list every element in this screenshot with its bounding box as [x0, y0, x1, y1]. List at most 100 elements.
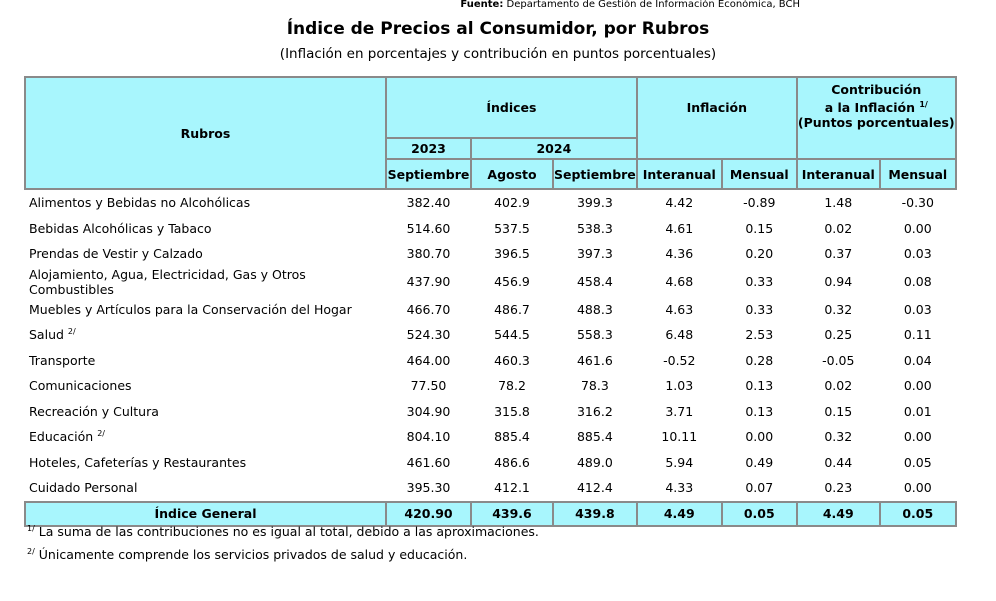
table-row: Comunicaciones 77.50 78.2 78.3 1.03 0.13 0.02 0…: [25, 373, 956, 399]
cell-contribucion-interanual: 0.32: [824, 301, 853, 317]
cell-rubro: Alimentos y Bebidas no Alcohólicas: [25, 189, 386, 216]
cell-contribucion-interanual: 0.02: [824, 378, 853, 394]
cell-inflacion-mensual: 0.33: [745, 274, 774, 289]
cell-contribucion-interanual: 1.48: [824, 195, 853, 211]
cell-rubro: Recreación y Cultura: [25, 399, 386, 425]
cell-inflacion-mensual: 0.00: [745, 429, 774, 445]
cell-rubro: Muebles y Artículos para la Conservación…: [25, 297, 386, 323]
header-agosto-2024: Agosto: [470, 158, 554, 190]
table-row: Educación 2/804.10 885.4 885.4 10.11 0.00 0.3…: [25, 424, 956, 450]
header-septiembre-2023: Septiembre: [385, 158, 472, 190]
cell-rubro: Salud 2/: [25, 322, 386, 348]
cell-sep-2023: 466.70: [406, 301, 451, 317]
cell-rubro: Educación 2/: [25, 424, 386, 450]
cell-inflacion-mensual: 0.13: [745, 403, 774, 419]
cell-inflacion-interanual: 4.36: [665, 246, 694, 262]
rubro-label: Bebidas Alcohólicas y Tabaco: [29, 220, 212, 236]
cell-sep-2023: 380.70: [406, 246, 451, 262]
cell-sep-2023: 304.90: [406, 403, 451, 419]
cell-sep-2023: 420.90: [385, 500, 472, 527]
table-row: Transporte 464.00 460.3 461.6 -0.52 0.28 -0.05…: [25, 348, 956, 374]
cell-sep-2024: 78.3: [580, 378, 609, 394]
header-inflacion-interanual: Interanual: [635, 158, 723, 190]
cell-contribucion-mensual: 0.04: [903, 352, 932, 368]
cell-contribucion-mensual: 0.00: [903, 220, 932, 236]
header-contribucion-line1: Contribución: [831, 82, 922, 97]
cell-sep-2024: 412.4: [576, 480, 613, 496]
cell-sep-2024: 439.8: [552, 500, 638, 527]
cell-inflacion-mensual: 0.28: [745, 352, 774, 368]
cell-inflacion-mensual: 0.49: [745, 454, 774, 470]
cell-contribucion-interanual: 0.25: [824, 327, 853, 343]
table-row: Hoteles, Cafeterías y Restaurantes 461.60…: [25, 450, 956, 476]
rubro-label: Hoteles, Cafeterías y Restaurantes: [29, 454, 247, 470]
footnote-ref: 2/: [97, 429, 105, 439]
rubro-label: Cuidado Personal: [29, 480, 138, 496]
cell-contribucion-mensual: 0.05: [878, 500, 957, 527]
cell-rubro: Índice General: [24, 500, 387, 527]
cell-ago-2024: 78.2: [498, 378, 526, 394]
header-year-2023: 2023: [385, 137, 472, 160]
source-text: Departamento de Gestión de Información E…: [506, 0, 800, 10]
cell-ago-2024: 486.6: [494, 454, 530, 470]
table-row: Alimentos y Bebidas no Alcohólicas 382.40…: [25, 189, 956, 216]
header-contribucion: Contribución a la Inflación 1/ (Puntos p…: [795, 76, 957, 160]
table-row: Alojamiento, Agua, Electricidad, Gas y O…: [25, 267, 956, 297]
header-year-2024: 2024: [470, 137, 638, 160]
cell-contribucion-mensual: 0.00: [903, 378, 932, 394]
cell-sep-2023: 524.30: [406, 327, 451, 343]
cell-ago-2024: 885.4: [494, 429, 530, 445]
cell-sep-2024: 885.4: [576, 429, 613, 445]
cell-inflacion-interanual: 4.68: [665, 274, 694, 289]
header-inflacion-mensual: Mensual: [720, 158, 798, 190]
cell-inflacion-mensual: 0.05: [720, 500, 798, 527]
cell-rubro: Bebidas Alcohólicas y Tabaco: [25, 216, 386, 242]
cell-sep-2024: 488.3: [576, 301, 613, 317]
cell-sep-2023: 514.60: [406, 220, 451, 236]
cell-inflacion-mensual: 2.53: [745, 327, 774, 343]
cell-contribucion-interanual: 0.44: [824, 454, 853, 470]
footnote-mark: 1/: [27, 524, 35, 533]
cell-contribucion-interanual: 0.15: [824, 403, 853, 419]
cell-inflacion-interanual: 4.49: [635, 500, 723, 527]
cell-inflacion-interanual: 4.33: [665, 480, 694, 496]
cell-rubro: Transporte: [25, 348, 386, 374]
rubro-label: Prendas de Vestir y Calzado: [29, 246, 203, 262]
cell-contribucion-mensual: 0.11: [903, 327, 932, 343]
footnote-text: La suma de las contribuciones no es igua…: [38, 524, 539, 539]
cell-ago-2024: 412.1: [494, 480, 530, 496]
cell-rubro: Alojamiento, Agua, Electricidad, Gas y O…: [25, 267, 386, 297]
cell-sep-2023: 382.40: [406, 195, 451, 211]
cell-contribucion-mensual: -0.30: [901, 195, 934, 211]
cell-contribucion-mensual: 0.08: [903, 274, 932, 289]
footnote-1: 1/ La suma de las contribuciones no es i…: [27, 524, 539, 539]
cell-contribucion-interanual: -0.05: [822, 352, 855, 368]
table-row: Salud 2/524.30 544.5 558.3 6.48 2.53 0.25 0.11: [25, 322, 956, 348]
table-row: Muebles y Artículos para la Conservación…: [25, 297, 956, 323]
source-note: Fuente: Departamento de Gestión de Infor…: [0, 0, 800, 10]
cell-sep-2024: 458.4: [576, 274, 613, 289]
cell-ago-2024: 396.5: [494, 246, 530, 262]
cell-inflacion-interanual: 1.03: [665, 378, 694, 394]
cell-sep-2024: 461.6: [576, 352, 613, 368]
cell-ago-2024: 456.9: [494, 274, 530, 289]
table-row: Cuidado Personal 395.30 412.1 412.4 4.33 0.07…: [25, 475, 956, 502]
cell-sep-2024: 558.3: [576, 327, 613, 343]
header-contribucion-line2: a la Inflación 1/: [798, 97, 955, 115]
cell-contribucion-interanual: 4.49: [795, 500, 881, 527]
header-contribucion-line3: (Puntos porcentuales): [797, 115, 955, 130]
header-contribucion-interanual: Interanual: [795, 158, 881, 190]
cell-inflacion-mensual: 0.20: [745, 246, 774, 262]
rubro-label: Educación: [29, 429, 94, 445]
header-contribucion-text: a la Inflación: [824, 100, 915, 115]
rubro-label: Muebles y Artículos para la Conservación…: [29, 301, 352, 317]
cell-ago-2024: 544.5: [494, 327, 530, 343]
header-contribucion-mensual: Mensual: [878, 158, 957, 190]
cell-sep-2023: 804.10: [406, 429, 451, 445]
cell-rubro: Prendas de Vestir y Calzado: [25, 241, 386, 267]
cell-inflacion-interanual: 5.94: [665, 454, 694, 470]
page-title: Índice de Precios al Consumidor, por Rub…: [286, 19, 710, 39]
cell-rubro: Hoteles, Cafeterías y Restaurantes: [25, 450, 386, 476]
cell-sep-2023: 464.00: [406, 352, 451, 368]
cell-contribucion-mensual: 0.00: [903, 429, 932, 445]
